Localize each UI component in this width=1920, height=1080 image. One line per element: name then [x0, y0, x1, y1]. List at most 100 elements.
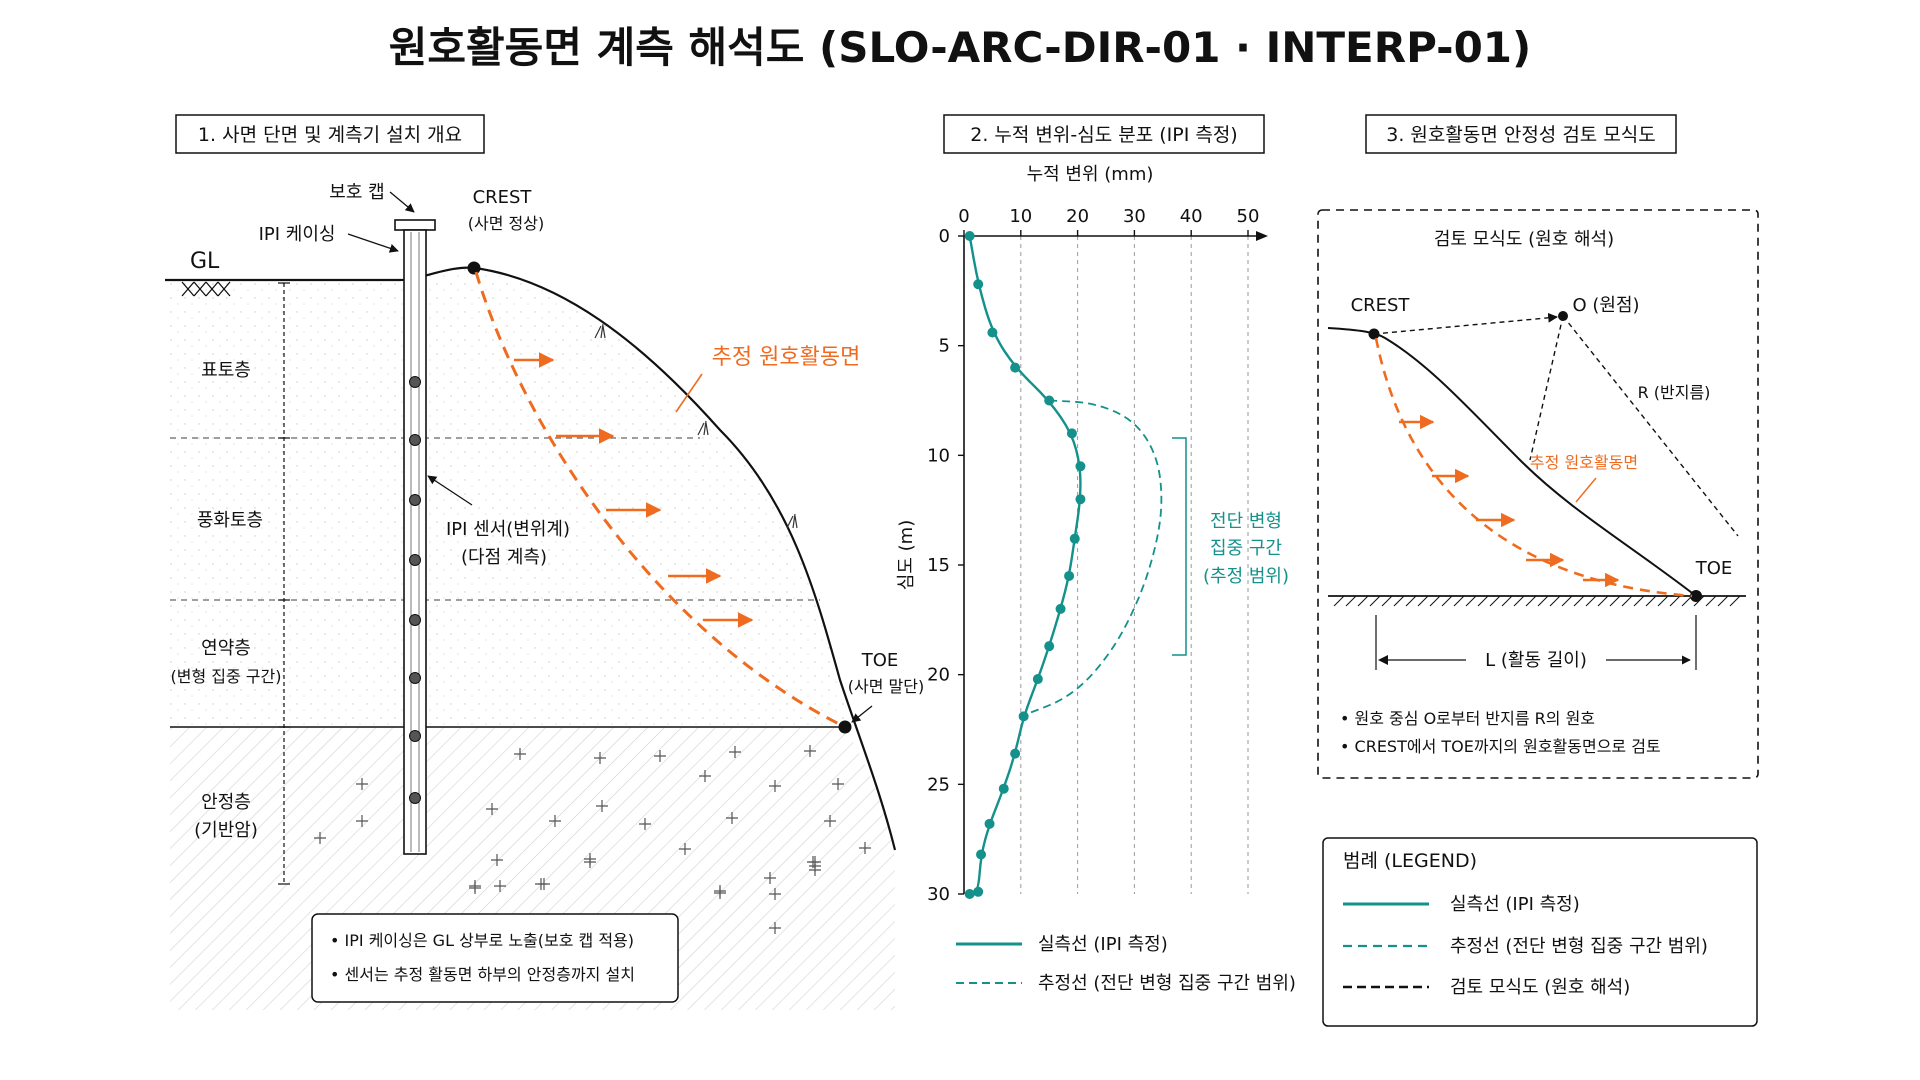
schematic-frame: [1317, 209, 1759, 779]
y-tick-label-10: 10: [927, 445, 950, 466]
schematic-note-1: • 원호 중심 O로부터 반지름 R의 원호: [1340, 709, 1595, 728]
panel1-header: 1. 사면 단면 및 계측기 설치 개요: [198, 124, 462, 146]
series-point-measured-13: [1018, 711, 1029, 722]
cap-label: 보호 캡: [329, 182, 384, 203]
series-point-measured-0: [964, 231, 975, 241]
layer-dimension-lines: [278, 282, 290, 885]
crest-to-origin-line: [1373, 312, 1558, 335]
grass-tufts: [594, 323, 798, 529]
series-point-measured-6: [1075, 461, 1086, 472]
panel2-header: 2. 누적 변위-심도 분포 (IPI 측정): [970, 124, 1237, 146]
schematic-origin-label: O (원점): [1572, 295, 1639, 316]
layer-sub-soft: (변형 집중 구간): [171, 667, 282, 686]
schematic-length-label: L (활동 길이): [1485, 650, 1587, 671]
series-point-measured-17: [976, 849, 987, 860]
panel2-header-box: [943, 114, 1265, 154]
x-tick-label-20: 20: [1066, 206, 1089, 227]
chart-axes: [958, 230, 1268, 895]
panel2-legend-dashed-label: 추정선 (전단 변형 집중 구간 범위): [1038, 973, 1296, 994]
toe-point: [838, 720, 852, 734]
series-point-measured-14: [1010, 748, 1021, 759]
movement-arrows: [514, 352, 754, 628]
schematic-ground-hatch: [1333, 595, 1741, 607]
layer-label-topsoil: 표토층: [201, 360, 251, 381]
series-line-measured: [968, 235, 1082, 896]
protection-cap: [394, 219, 436, 231]
panel1-notes-box: [311, 913, 679, 1003]
crest-sublabel: (사면 정상): [468, 214, 544, 233]
page-title: 원호활동면 계측 해석도 (SLO-ARC-DIR-01 · INTERP-01…: [389, 23, 1531, 72]
layer-label-soft: 연약층: [201, 638, 251, 659]
schematic-slip-leader: [1575, 477, 1597, 503]
layer-sub-stable: (기반암): [194, 820, 258, 841]
series-point-measured-2: [987, 327, 998, 338]
series-point-measured-12: [1032, 674, 1043, 685]
series-point-measured-1: [973, 279, 984, 290]
casing-label: IPI 케이싱: [259, 224, 336, 245]
toe-label: TOE: [861, 650, 899, 671]
schematic-toe-label: TOE: [1695, 558, 1733, 579]
radius-line: [1562, 315, 1739, 537]
layer-label-weathered: 풍화토층: [197, 510, 263, 531]
y-tick-label-5: 5: [939, 336, 950, 357]
x-tick-label-0: 0: [958, 206, 969, 227]
chart-y-ticks: 0 5 10 15 20 25 30: [927, 226, 950, 905]
series-point-measured-10: [1055, 603, 1066, 614]
x-tick-label-40: 40: [1180, 206, 1203, 227]
schematic-slope-surface: [1327, 327, 1697, 597]
y-tick-label-0: 0: [939, 226, 950, 247]
legend-title: 범례 (LEGEND): [1343, 850, 1477, 872]
panel1-note-2: • 센서는 추정 활동면 하부의 안정층까지 설치: [330, 965, 635, 984]
schematic-movement-arrows: [1399, 414, 1620, 588]
slip-label-leader: [675, 373, 703, 413]
x-tick-label-30: 30: [1123, 206, 1146, 227]
crest-label: CREST: [473, 187, 533, 208]
y-tick-label-25: 25: [927, 774, 950, 795]
chart-x-label: 누적 변위 (mm): [1027, 164, 1154, 185]
series-point-measured-7: [1075, 494, 1086, 505]
series-point-measured-15: [998, 783, 1009, 794]
chart-x-ticks: 0 10 20 30 40 50: [958, 206, 1259, 227]
bedrock-marks: [314, 745, 871, 934]
legend-measured-label: 실측선 (IPI 측정): [1450, 894, 1580, 915]
legend-estimated-label: 추정선 (전단 변형 집중 구간 범위): [1450, 936, 1708, 957]
shear-zone-label-1: 전단 변형: [1210, 511, 1282, 532]
slip-label: 추정 원호활동면: [712, 345, 861, 370]
ipi-sensors: [409, 376, 421, 804]
schematic-note-2: • CREST에서 TOE까지의 원호활동면으로 검토: [1340, 737, 1661, 756]
series-point-measured-19: [964, 889, 975, 899]
chart-y-label: 심도 (m): [896, 520, 917, 590]
panel-displacement-chart: 2. 누적 변위-심도 분포 (IPI 측정) 누적 변위 (mm) 심도 (m…: [896, 114, 1296, 994]
legend-schematic-label: 검토 모식도 (원호 해석): [1450, 977, 1630, 998]
series-point-measured-11: [1044, 641, 1055, 652]
origin-to-slope-line: [1529, 315, 1564, 461]
gl-label: GL: [190, 249, 220, 274]
slip-surface: [474, 271, 846, 729]
x-tick-label-10: 10: [1009, 206, 1032, 227]
panel3-header: 3. 원호활동면 안정성 검토 모식도: [1386, 124, 1656, 146]
crest-point: [467, 261, 481, 275]
toe-sublabel: (사면 말단): [848, 677, 924, 696]
series-point-measured-16: [984, 818, 995, 829]
y-tick-label-20: 20: [927, 665, 950, 686]
schematic-crest-label: CREST: [1351, 295, 1411, 316]
schematic-radius-label: R (반지름): [1638, 383, 1711, 402]
shear-zone-label-3: (추정 범위): [1203, 566, 1289, 587]
panel1-header-box: [175, 114, 485, 154]
panel-slope-section: 1. 사면 단면 및 계측기 설치 개요 GL: [165, 114, 924, 1010]
schematic-toe-point: [1690, 590, 1702, 602]
x-tick-label-50: 50: [1237, 206, 1260, 227]
series-point-measured-18: [973, 886, 984, 897]
series-line-estimated: [1020, 399, 1163, 718]
ipi-casing: [394, 219, 436, 855]
series-point-measured-9: [1064, 570, 1075, 581]
panel3-header-box: [1365, 114, 1677, 154]
series-point-measured-5: [1066, 428, 1077, 439]
schematic-subtitle: 검토 모식도 (원호 해석): [1434, 229, 1614, 250]
shear-zone-bracket: [1172, 437, 1187, 656]
layer-label-stable: 안정층: [201, 792, 251, 813]
series-point-measured-3: [1010, 362, 1021, 373]
sensor-sublabel: (다점 계측): [461, 547, 547, 568]
length-arrow-left: [1378, 655, 1388, 665]
chart-series: [964, 231, 1163, 899]
